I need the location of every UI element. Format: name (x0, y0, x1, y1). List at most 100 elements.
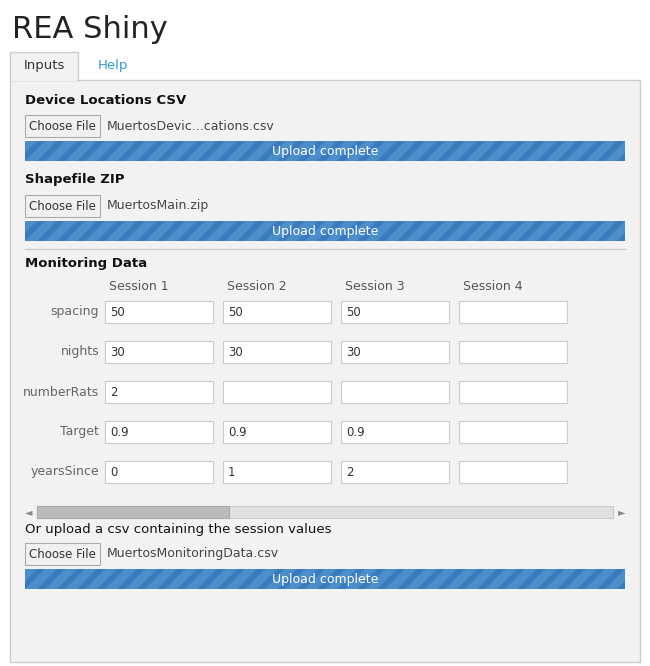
Bar (105, 341, 213, 363)
Polygon shape (145, 141, 177, 161)
Text: Session 2: Session 2 (227, 280, 287, 294)
Polygon shape (225, 221, 257, 241)
Bar (11, 79, 77, 81)
Polygon shape (265, 221, 297, 241)
Polygon shape (445, 141, 477, 161)
Polygon shape (25, 221, 57, 241)
Polygon shape (365, 569, 397, 589)
Text: yearsSince: yearsSince (31, 466, 99, 478)
Text: Session 4: Session 4 (463, 280, 523, 294)
Polygon shape (645, 221, 650, 241)
Polygon shape (45, 569, 77, 589)
Polygon shape (465, 141, 497, 161)
Polygon shape (0, 221, 17, 241)
Polygon shape (105, 141, 137, 161)
Polygon shape (65, 569, 97, 589)
Polygon shape (0, 141, 17, 161)
Polygon shape (445, 221, 477, 241)
Bar (105, 301, 213, 323)
Polygon shape (505, 221, 537, 241)
Text: 1: 1 (228, 466, 235, 478)
Bar (341, 301, 449, 323)
Bar (459, 461, 567, 483)
Polygon shape (5, 221, 37, 241)
Polygon shape (125, 221, 157, 241)
Text: Choose File: Choose File (29, 200, 96, 212)
Bar (25, 115, 100, 137)
Polygon shape (325, 141, 357, 161)
Polygon shape (485, 569, 517, 589)
Polygon shape (605, 141, 637, 161)
Polygon shape (305, 221, 337, 241)
Polygon shape (345, 569, 377, 589)
Text: MuertosDevic...cations.csv: MuertosDevic...cations.csv (107, 119, 275, 133)
Polygon shape (625, 221, 650, 241)
Polygon shape (605, 569, 637, 589)
Bar (223, 381, 331, 403)
Bar (341, 461, 449, 483)
Polygon shape (365, 221, 397, 241)
Polygon shape (305, 141, 337, 161)
Polygon shape (225, 141, 257, 161)
Bar (105, 381, 213, 403)
Polygon shape (285, 141, 317, 161)
Polygon shape (565, 221, 597, 241)
Text: MuertosMonitoringData.csv: MuertosMonitoringData.csv (107, 547, 279, 561)
Bar (105, 421, 213, 443)
Polygon shape (0, 569, 17, 589)
Polygon shape (605, 221, 637, 241)
Polygon shape (65, 221, 97, 241)
Text: Shapefile ZIP: Shapefile ZIP (25, 174, 125, 186)
Polygon shape (185, 569, 217, 589)
Bar (341, 421, 449, 443)
Polygon shape (585, 141, 617, 161)
Bar (37, 506, 613, 518)
Bar (459, 341, 567, 363)
Polygon shape (285, 221, 317, 241)
Polygon shape (405, 141, 437, 161)
Polygon shape (545, 569, 577, 589)
Text: 2: 2 (110, 386, 118, 398)
Bar (10, 80, 640, 662)
Polygon shape (345, 221, 377, 241)
Polygon shape (365, 141, 397, 161)
Text: Help: Help (98, 59, 128, 73)
Polygon shape (565, 141, 597, 161)
Polygon shape (405, 221, 437, 241)
Text: 0: 0 (110, 466, 118, 478)
Polygon shape (465, 569, 497, 589)
Polygon shape (165, 141, 197, 161)
Polygon shape (25, 569, 57, 589)
Polygon shape (205, 221, 237, 241)
Text: numberRats: numberRats (23, 386, 99, 398)
Text: Monitoring Data: Monitoring Data (25, 258, 147, 270)
Polygon shape (225, 569, 257, 589)
Polygon shape (425, 221, 457, 241)
Polygon shape (485, 221, 517, 241)
Polygon shape (165, 569, 197, 589)
Polygon shape (185, 141, 217, 161)
Text: 30: 30 (110, 346, 125, 358)
Polygon shape (85, 141, 117, 161)
Bar (25, 221, 625, 241)
Polygon shape (125, 569, 157, 589)
Polygon shape (625, 141, 650, 161)
Bar (37, 506, 229, 518)
Bar (459, 301, 567, 323)
Polygon shape (285, 569, 317, 589)
Text: Session 1: Session 1 (109, 280, 168, 294)
Polygon shape (385, 221, 417, 241)
Polygon shape (125, 141, 157, 161)
Bar (341, 381, 449, 403)
Text: ◄: ◄ (25, 507, 32, 517)
Polygon shape (625, 569, 650, 589)
Bar (341, 341, 449, 363)
Bar (25, 543, 100, 565)
Bar (223, 301, 331, 323)
Polygon shape (105, 569, 137, 589)
Text: Upload complete: Upload complete (272, 224, 378, 238)
Polygon shape (465, 221, 497, 241)
Polygon shape (305, 569, 337, 589)
Polygon shape (5, 141, 37, 161)
Polygon shape (525, 141, 557, 161)
